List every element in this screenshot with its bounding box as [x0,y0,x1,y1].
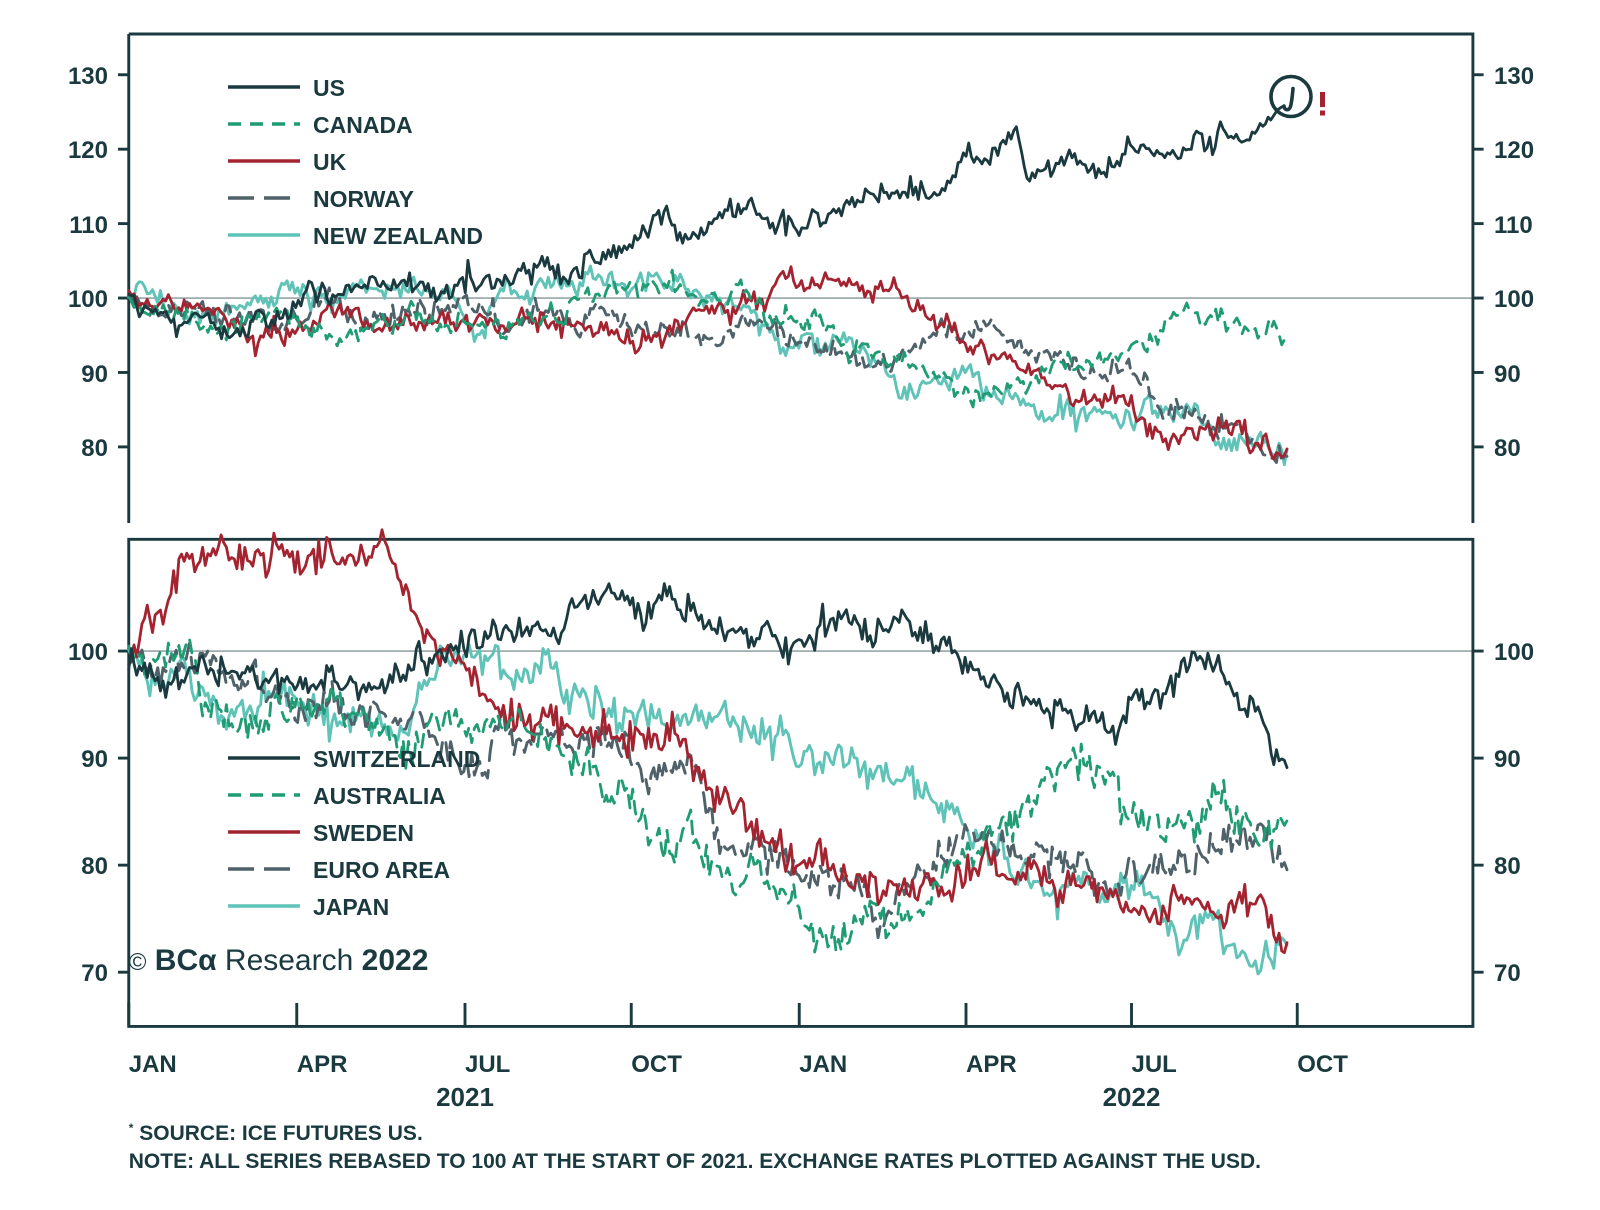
svg-text:120: 120 [1494,137,1534,164]
svg-text:130: 130 [1494,63,1534,90]
svg-text:90: 90 [81,361,108,388]
svg-text:JUL: JUL [465,1051,510,1078]
svg-text:90: 90 [1494,361,1521,388]
svg-text:OCT: OCT [1297,1051,1348,1078]
svg-text:70: 70 [81,960,108,987]
svg-text:EURO AREA: EURO AREA [313,857,450,883]
svg-text:APR: APR [297,1051,348,1078]
svg-text:NOTE: ALL SERIES REBASED TO 10: NOTE: ALL SERIES REBASED TO 100 AT THE S… [129,1150,1261,1173]
svg-text:130: 130 [68,63,108,90]
svg-text:AUSTRALIA: AUSTRALIA [313,783,446,809]
svg-text:90: 90 [81,746,108,773]
svg-text:100: 100 [1494,286,1534,313]
svg-text:70: 70 [1494,960,1521,987]
svg-text:110: 110 [69,212,108,239]
svg-text:© BCα Research 2022: © BCα Research 2022 [129,944,429,977]
svg-text:100: 100 [1494,639,1534,666]
svg-text:JAN: JAN [799,1051,847,1078]
svg-text:120: 120 [68,137,108,164]
svg-text:SWEDEN: SWEDEN [313,820,414,846]
svg-text:110: 110 [1494,212,1533,239]
svg-text:90: 90 [1494,746,1521,773]
svg-text:* SOURCE: ICE FUTURES US.: * SOURCE: ICE FUTURES US. [129,1121,423,1145]
svg-text:JUL: JUL [1132,1051,1177,1078]
svg-text:SWITZERLAND: SWITZERLAND [313,746,480,772]
svg-text:2022: 2022 [1103,1082,1161,1112]
svg-text:JAN: JAN [129,1051,177,1078]
svg-text:100: 100 [68,286,108,313]
svg-text:UK: UK [313,149,347,175]
svg-text:2021: 2021 [436,1082,494,1112]
svg-text:80: 80 [81,853,108,880]
svg-text:CANADA: CANADA [313,112,413,138]
svg-text:80: 80 [1494,853,1521,880]
svg-text:US: US [313,75,345,101]
svg-text:80: 80 [1494,435,1521,462]
svg-text:OCT: OCT [631,1051,682,1078]
svg-text:80: 80 [81,435,108,462]
svg-text:NORWAY: NORWAY [313,186,414,212]
svg-text:NEW ZEALAND: NEW ZEALAND [313,223,483,249]
svg-text:JAPAN: JAPAN [313,894,389,920]
svg-text:100: 100 [68,639,108,666]
svg-text:APR: APR [966,1051,1017,1078]
